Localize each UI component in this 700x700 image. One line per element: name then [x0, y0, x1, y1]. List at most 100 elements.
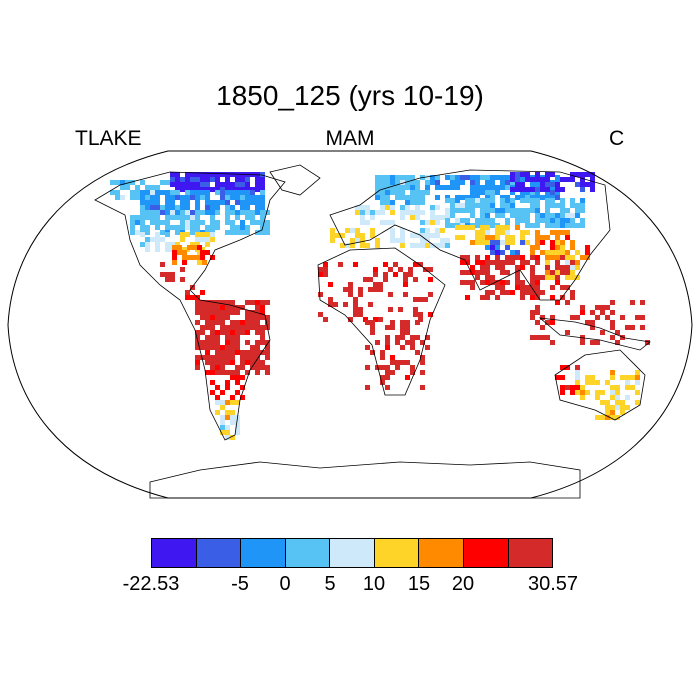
grid-cell	[215, 385, 220, 390]
grid-cell	[490, 290, 495, 295]
grid-cell	[260, 335, 265, 340]
grid-cell	[265, 340, 270, 345]
grid-cell	[255, 350, 260, 355]
grid-cell	[635, 390, 640, 395]
grid-cell	[155, 185, 160, 190]
grid-cell	[200, 220, 205, 225]
grid-cell	[400, 180, 405, 185]
grid-cell	[380, 355, 385, 360]
grid-cell	[235, 425, 240, 430]
grid-cell	[338, 262, 343, 267]
grid-cell	[195, 177, 200, 182]
grid-cell	[485, 270, 490, 275]
grid-cell	[260, 325, 265, 330]
grid-cell	[230, 310, 235, 315]
grid-cell	[385, 345, 390, 350]
grid-cell	[235, 365, 240, 370]
grid-cell	[425, 345, 430, 350]
grid-cell	[395, 190, 400, 195]
grid-cell	[200, 310, 205, 315]
grid-cell	[440, 238, 445, 243]
grid-cell	[615, 330, 620, 335]
grid-cell	[180, 247, 185, 252]
grid-cell	[470, 190, 475, 195]
grid-cell	[358, 312, 363, 317]
grid-cell	[205, 340, 210, 345]
grid-cell	[170, 272, 175, 277]
grid-cell	[475, 275, 480, 280]
grid-cell	[575, 223, 580, 228]
grid-cell	[210, 177, 215, 182]
grid-cell	[197, 245, 202, 250]
grid-cell	[480, 270, 485, 275]
grid-cell	[530, 195, 535, 200]
grid-cell	[395, 180, 400, 185]
grid-cell	[365, 345, 370, 350]
grid-cell	[145, 210, 150, 215]
grid-cell	[230, 330, 235, 335]
grid-cell	[525, 187, 530, 192]
grid-cell	[465, 260, 470, 265]
grid-cell	[255, 365, 260, 370]
grid-cell	[250, 355, 255, 360]
grid-cell	[125, 185, 130, 190]
grid-cell	[215, 350, 220, 355]
grid-cell	[600, 390, 605, 395]
grid-cell	[500, 230, 505, 235]
grid-cell	[515, 213, 520, 218]
grid-cell	[255, 320, 260, 325]
grid-cell	[185, 190, 190, 195]
grid-cell	[530, 187, 535, 192]
grid-cell	[520, 218, 525, 223]
grid-cell	[383, 262, 388, 267]
grid-cell	[480, 213, 485, 218]
grid-cell	[333, 302, 338, 307]
grid-cell	[215, 200, 220, 205]
grid-cell	[460, 180, 465, 185]
grid-cell	[635, 380, 640, 385]
grid-cell	[160, 190, 165, 195]
grid-cell	[550, 285, 555, 290]
grid-cell	[150, 205, 155, 210]
grid-cell	[328, 297, 333, 302]
grid-cell	[625, 395, 630, 400]
grid-cell	[555, 270, 560, 275]
grid-cell	[550, 172, 555, 177]
grid-cell	[455, 185, 460, 190]
grid-cell	[115, 195, 120, 200]
grid-cell	[240, 220, 245, 225]
grid-cell	[520, 235, 525, 240]
grid-cell	[490, 240, 495, 245]
grid-cell	[140, 232, 145, 237]
grid-cell	[400, 325, 405, 330]
grid-cell	[265, 345, 270, 350]
grid-cell	[215, 190, 220, 195]
grid-cell	[225, 187, 230, 192]
grid-cell	[225, 355, 230, 360]
grid-cell	[385, 220, 390, 225]
grid-cell	[355, 205, 360, 210]
grid-cell	[505, 235, 510, 240]
grid-cell	[405, 200, 410, 205]
grid-cell	[590, 340, 595, 345]
grid-cell	[560, 198, 565, 203]
grid-cell	[205, 350, 210, 355]
grid-cell	[380, 180, 385, 185]
grid-cell	[230, 225, 235, 230]
grid-cell	[510, 177, 515, 182]
grid-cell	[210, 300, 215, 305]
grid-cell	[490, 175, 495, 180]
grid-cell	[348, 292, 353, 297]
grid-cell	[330, 238, 335, 243]
grid-cell	[485, 265, 490, 270]
grid-cell	[405, 320, 410, 325]
grid-cell	[155, 220, 160, 225]
grid-cell	[480, 225, 485, 230]
grid-cell	[245, 325, 250, 330]
grid-cell	[530, 177, 535, 182]
grid-cell	[255, 340, 260, 345]
grid-cell	[450, 208, 455, 213]
grid-cell	[505, 255, 510, 260]
grid-cell	[225, 345, 230, 350]
grid-cell	[420, 370, 425, 375]
